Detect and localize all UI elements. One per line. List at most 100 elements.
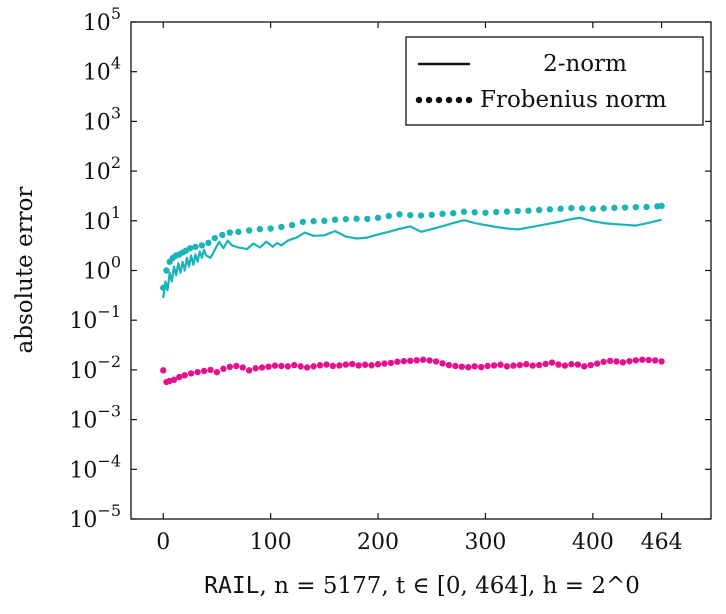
series-point-2: [361, 361, 369, 368]
y-tick-label: 100: [83, 253, 121, 285]
series-point-2: [432, 358, 440, 365]
series-point-1: [353, 215, 360, 222]
series-point-1: [342, 215, 350, 223]
series-point-1: [211, 234, 218, 242]
series-point-2: [291, 361, 298, 369]
series-point-2: [600, 358, 607, 366]
plot-series: [160, 202, 665, 386]
series-point-1: [310, 218, 317, 225]
series-point-1: [621, 204, 629, 211]
x-tick-label: 300: [464, 530, 506, 555]
series-point-1: [245, 227, 253, 234]
legend-label-2-norm: 2-norm: [543, 51, 627, 77]
series-point-1: [192, 243, 199, 250]
series-point-2: [355, 362, 362, 369]
series-point-2: [419, 356, 427, 363]
series-point-1: [205, 239, 212, 247]
series-point-2: [439, 360, 446, 367]
series-point-2: [303, 364, 311, 371]
series-point-2: [297, 363, 304, 370]
series-point-2: [587, 361, 594, 369]
series-point-2: [503, 363, 511, 370]
x-tick-label: 100: [250, 530, 292, 555]
series-point-2: [593, 360, 601, 367]
series-point-2: [329, 362, 337, 370]
series-point-2: [265, 363, 272, 370]
series-point-2: [471, 363, 478, 370]
y-tick-label: 10−2: [69, 352, 121, 384]
series-point-2: [400, 357, 408, 365]
series-point-2: [252, 365, 259, 372]
series-point-1: [364, 215, 371, 223]
series-point-2: [516, 361, 524, 369]
series-point-2: [233, 362, 240, 370]
series-point-2: [387, 359, 395, 367]
y-tick-label: 101: [83, 203, 121, 235]
x-tick-label: 0: [156, 530, 170, 555]
series-point-2: [394, 358, 401, 365]
series-point-2: [477, 363, 485, 371]
series-point-1: [439, 210, 446, 218]
series-point-2: [342, 361, 350, 368]
series-point-2: [207, 366, 214, 374]
series-point-1: [450, 210, 457, 217]
series-point-2: [619, 359, 627, 366]
series-point-1: [578, 205, 586, 212]
legend-box: [405, 36, 704, 126]
y-tick-label: 10−5: [69, 501, 121, 533]
plot-area-frame: [130, 21, 712, 520]
series-point-2: [176, 373, 183, 381]
series-point-2: [613, 358, 620, 365]
x-axis-title-params: , n = 5177, t ∈ [0, 464], h = 2^0: [260, 573, 640, 599]
series-point-1: [198, 242, 206, 249]
x-axis-title-dataset: RAIL: [204, 573, 259, 599]
legend-dot: [425, 96, 433, 104]
y-axis-title: absolute error: [12, 187, 38, 354]
series-point-1: [589, 205, 597, 212]
series-point-1: [321, 217, 328, 224]
series-point-1: [600, 205, 607, 212]
series-point-2: [160, 367, 167, 374]
y-tick-label: 105: [83, 4, 121, 36]
legend-dot: [415, 96, 423, 104]
series-point-2: [220, 365, 227, 373]
series-point-1: [632, 203, 640, 211]
series-point-1: [658, 202, 665, 210]
x-axis-title: RAIL, n = 5177, t ∈ [0, 464], h = 2^0: [204, 573, 640, 599]
series-point-2: [497, 361, 504, 368]
series-point-1: [514, 207, 521, 215]
y-tick-label: 102: [83, 153, 121, 185]
series-point-1: [503, 208, 511, 215]
series-point-1: [643, 203, 650, 211]
series-point-2: [639, 356, 646, 363]
series-point-1: [226, 229, 234, 236]
series-point-2: [555, 361, 562, 368]
series-point-1: [525, 207, 532, 214]
series-point-2: [632, 357, 640, 364]
x-tick-label: 464: [641, 530, 683, 555]
x-tick-label: 200: [357, 530, 399, 555]
series-point-2: [548, 359, 556, 366]
series-point-2: [258, 364, 266, 371]
y-tick-label: 10−3: [69, 402, 121, 434]
series-point-2: [374, 361, 382, 368]
series-point-2: [245, 367, 253, 374]
x-axis-ticks: 0 100 200 300 400 464: [156, 22, 683, 555]
legend: 2-norm Frobenius norm: [405, 36, 704, 126]
series-point-1: [331, 216, 339, 223]
series-line-0: [162, 216, 662, 299]
series-point-2: [445, 361, 453, 369]
series-point-1: [482, 209, 489, 216]
series-point-2: [645, 356, 652, 364]
series-point-1: [471, 209, 478, 216]
series-point-2: [336, 362, 343, 369]
series-point-2: [651, 357, 659, 364]
series-point-2: [170, 376, 178, 384]
series-point-2: [490, 362, 498, 369]
series-point-1: [186, 245, 194, 252]
series-point-2: [535, 361, 543, 369]
series-point-1: [428, 211, 435, 219]
series-point-2: [529, 362, 536, 369]
series-point-2: [568, 361, 575, 368]
y-tick-label: 10−4: [69, 451, 121, 483]
